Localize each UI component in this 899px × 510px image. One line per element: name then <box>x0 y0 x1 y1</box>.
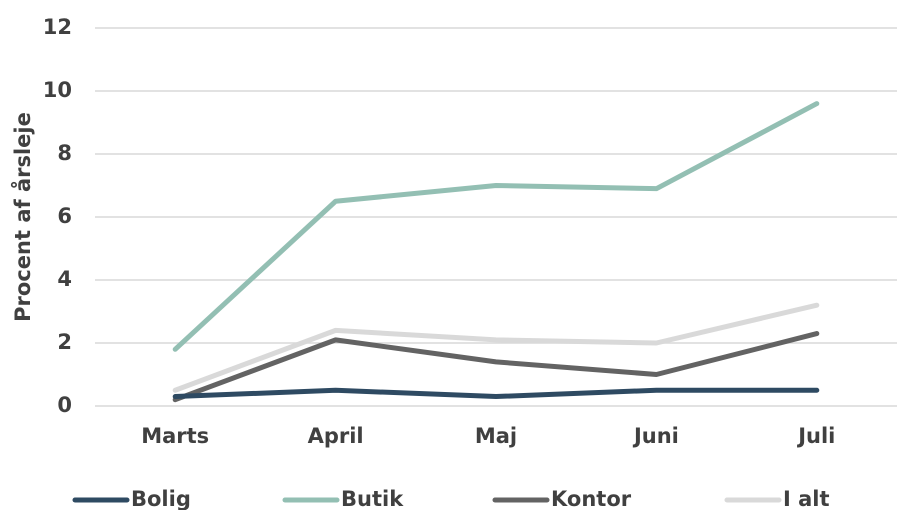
y-tick-label: 8 <box>57 141 72 165</box>
y-tick-label: 12 <box>43 15 72 39</box>
series-line <box>172 302 820 393</box>
y-axis-label: Procent af årsleje <box>10 112 35 322</box>
y-tick-label: 10 <box>43 78 72 102</box>
x-tick-label: Maj <box>475 424 517 448</box>
legend-label: I alt <box>783 487 830 510</box>
series-line <box>172 101 820 352</box>
legend-label: Butik <box>341 487 404 510</box>
x-tick-label: Juni <box>632 424 679 448</box>
legend-label: Kontor <box>551 487 632 510</box>
x-tick-label: April <box>308 424 364 448</box>
legend-label: Bolig <box>131 487 191 510</box>
y-tick-label: 0 <box>57 393 72 417</box>
y-tick-label: 4 <box>57 267 72 291</box>
series-line <box>172 331 820 403</box>
series-line <box>172 387 820 400</box>
y-tick-label: 6 <box>57 204 72 228</box>
x-tick-label: Juli <box>796 424 835 448</box>
y-tick-label: 2 <box>57 330 72 354</box>
x-tick-label: Marts <box>141 424 209 448</box>
